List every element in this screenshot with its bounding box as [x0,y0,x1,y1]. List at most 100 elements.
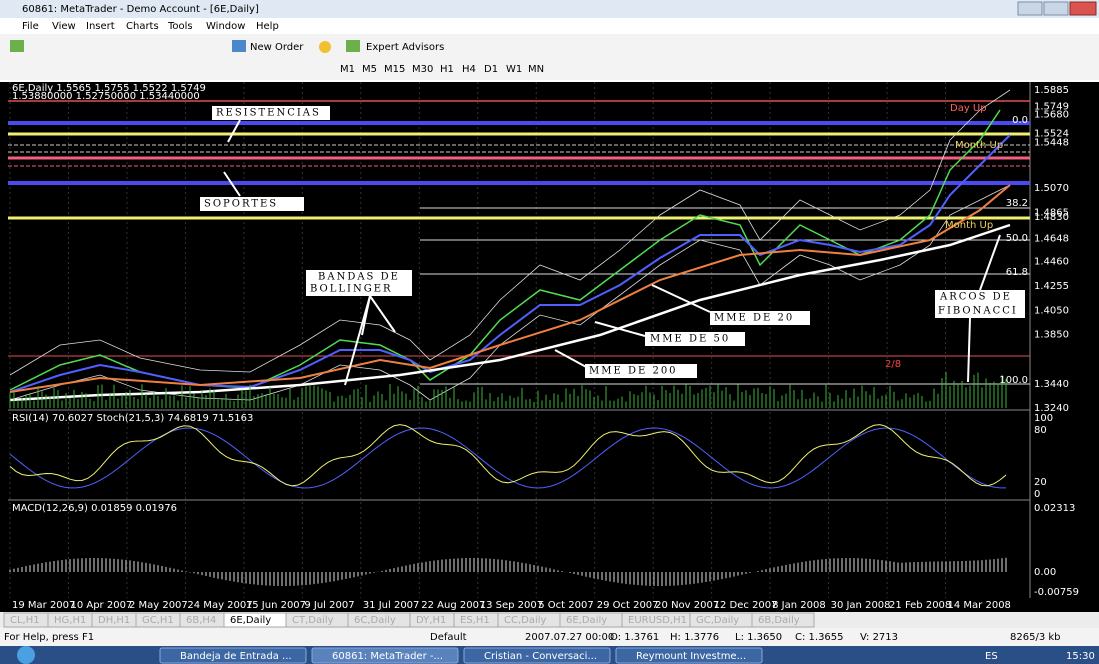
annotation-box [212,106,330,120]
date-label: 20 Nov 2007 [655,600,719,611]
period-button[interactable]: M15 [384,64,405,75]
price-label: 1.4255 [1034,281,1069,292]
ema-200 [9,223,1011,402]
period-button[interactable]: M1 [340,64,355,75]
arrow [223,171,241,197]
tab-label[interactable]: 6E,Daily [230,615,271,626]
price-label: 1.4865 [1034,208,1069,219]
status-traffic: 8265/3 kb [1010,632,1061,643]
annotation: SOPORTES [204,199,278,210]
tab-label[interactable]: DY,H1 [416,615,446,626]
taskbar-button[interactable] [159,647,307,664]
menu-item[interactable]: Insert [86,21,115,32]
bollinger-upper [9,89,1011,376]
taskbar-label[interactable]: Cristian - Conversaci... [484,651,597,662]
title-bar [0,0,1099,18]
arrow [344,295,371,386]
arrow [651,284,711,313]
rsi-axis-label: 20 [1034,477,1047,488]
stochastic-line [9,427,1007,489]
taskbar-label[interactable]: 60861: MetaTrader -... [332,651,443,662]
status-close: C: 1.3655 [795,632,844,643]
date-label: 24 May 2007 [187,600,252,611]
price-label: 1.5070 [1034,183,1069,194]
tab-label[interactable]: 6B,Daily [758,615,800,626]
annotation: ARCOS DE [939,292,1012,303]
annotation: MME DE 200 [589,366,678,377]
period-button[interactable]: H1 [440,64,454,75]
chart-info: 6E,Daily 1.5565 1.5755 1.5522 1.5749 [12,83,206,94]
tab-label[interactable]: DH,H1 [98,615,130,626]
period-button[interactable]: M30 [412,64,433,75]
tab-label[interactable]: CL,H1 [10,615,40,626]
taskbar-label[interactable]: Bandeja de Entrada ... [180,651,292,662]
menu-item[interactable]: View [52,21,76,32]
toolbar-icon[interactable] [319,41,331,53]
tab-label[interactable]: CC,Daily [504,615,547,626]
rsi-info: RSI(14) 70.6027 Stoch(21,5,3) 74.6819 71… [12,413,253,424]
fib-label: 38.2 [1006,198,1028,209]
arrow [554,349,589,369]
taskbar-label[interactable]: Reymount Investme... [636,651,746,662]
tab-label[interactable]: 6E,Daily [566,615,607,626]
period-button[interactable]: D1 [484,64,498,75]
tab-label[interactable]: GC,H1 [142,615,174,626]
date-label: 8 Jan 2008 [772,600,826,611]
date-label: 12 Dec 2007 [714,600,778,611]
status-time: 2007.07.27 00:00 [525,632,614,643]
annotation-box [710,311,810,325]
tab-label[interactable]: GC,Daily [696,615,739,626]
fib-label: 50.0 [1006,233,1028,244]
menu-item[interactable]: Window [206,21,245,32]
arrow [227,119,241,143]
menu-item[interactable]: Charts [126,21,159,32]
date-label: 30 Jan 2008 [831,600,891,611]
tab-label[interactable]: EURUSD,H1 [628,615,687,626]
tab-label[interactable]: 6C,Daily [354,615,396,626]
menu-item[interactable]: Help [256,21,279,32]
taskbar-button[interactable] [463,647,611,664]
annotation: FIBONACCI [938,306,1018,317]
date-label: 2 May 2007 [129,600,188,611]
arrow [967,317,971,383]
toolbar-icon[interactable] [10,40,24,52]
price-label: 1.3850 [1034,330,1069,341]
maximize-button[interactable] [1043,1,1069,16]
tab[interactable] [751,612,815,628]
new-order-icon[interactable] [232,40,246,52]
rsi-axis-label: 100 [1034,413,1053,424]
language: ES [985,651,998,662]
menu-item[interactable]: Tools [167,21,193,32]
annotation: MME DE 20 [714,313,794,324]
period-button[interactable]: M5 [362,64,377,75]
taskbar-button[interactable] [615,647,763,664]
date-label: 31 Jul 2007 [363,600,420,611]
period-button[interactable]: MN [528,64,544,75]
minimize-button[interactable] [1017,1,1043,16]
expert-icon[interactable] [346,40,360,52]
start-button[interactable] [17,646,35,664]
price-label: 1.4460 [1034,256,1069,267]
price-label: 1.4050 [1034,306,1069,317]
menu-item[interactable]: File [22,21,39,32]
rsi-line [9,424,1007,487]
status-open: O: 1.3761 [610,632,659,643]
expert-advisors[interactable]: Expert Advisors [366,42,444,53]
ema-20 [9,134,1011,393]
tab-label[interactable]: HG,H1 [54,615,86,626]
taskbar-button[interactable] [311,647,459,664]
new-order[interactable]: New Order [250,42,304,53]
tab-label[interactable]: 6B,H4 [186,615,216,626]
close-button[interactable] [1069,1,1097,16]
date-label: 10 Apr 2007 [70,600,132,611]
chart-info: 1.53880000 1.52750000 1.53440000 [12,91,200,102]
ema-50 [9,184,1011,393]
fib-label: 61.8 [1006,267,1028,278]
tab-label[interactable]: ES,H1 [460,615,490,626]
period-button[interactable]: W1 [506,64,522,75]
period-button[interactable]: H4 [462,64,476,75]
macd-axis-label: -0.00759 [1034,587,1079,598]
tab-label[interactable]: CT,Daily [292,615,334,626]
arrow [594,321,646,337]
